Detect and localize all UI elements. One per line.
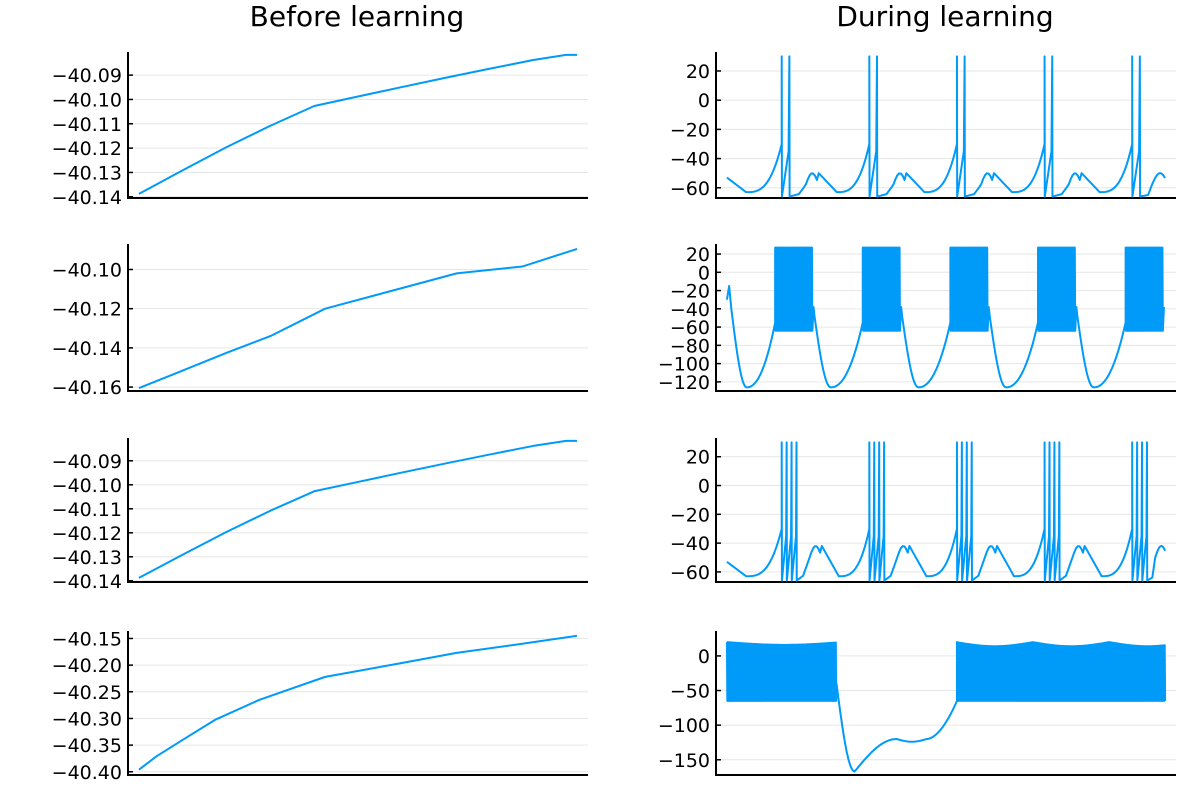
y-tick-label: −40.10 <box>52 475 122 497</box>
y-tick-label: −40.13 <box>52 547 122 569</box>
y-tick-label: −20 <box>670 119 710 141</box>
y-tick-label: −80 <box>670 335 710 357</box>
y-tick-label: 0 <box>698 262 710 284</box>
panel-before-2: −40.10 −40.12 −40.14 −40.16 <box>52 244 588 399</box>
y-tick-label: −40.25 <box>52 682 122 704</box>
y-tick-label: −40.14 <box>52 338 122 360</box>
series-line <box>138 634 578 771</box>
y-tick-label: −40.15 <box>52 628 122 650</box>
y-tick-label: −40.30 <box>52 708 122 730</box>
y-tick-label: −40.12 <box>52 138 122 160</box>
series-line <box>726 55 1166 198</box>
y-tick-label: 20 <box>686 244 710 266</box>
column-title-before: Before learning <box>250 0 465 33</box>
series-line <box>138 53 578 195</box>
y-tick-label: −40.14 <box>52 571 122 593</box>
y-tick-label: −40 <box>670 533 710 555</box>
y-tick-label: −40.16 <box>52 377 122 399</box>
y-tick-label: 0 <box>698 646 710 668</box>
y-tick-label: −40.12 <box>52 299 122 321</box>
y-tick-label: −40.10 <box>52 259 122 281</box>
y-tick-label: −150 <box>658 750 710 772</box>
y-tick-label: −120 <box>658 372 710 394</box>
panel-before-3: −40.09−40.10−40.11−40.12−40.13−40.14 <box>52 438 588 593</box>
panel-during-3: 20 0 −20 −40 −60 <box>670 438 1176 584</box>
y-tick-label: 0 <box>698 90 710 112</box>
panel-before-4: −40.15 −40.20 −40.25 −40.30 −40.35 −40.40 <box>52 628 588 784</box>
y-tick-label: 20 <box>686 61 710 83</box>
series-line <box>725 641 1167 773</box>
series-line <box>138 247 578 389</box>
y-tick-label: −40.10 <box>52 89 122 111</box>
y-tick-label: −40 <box>670 149 710 171</box>
y-tick-label: −40 <box>670 299 710 321</box>
column-title-during: During learning <box>836 0 1053 33</box>
series-line <box>138 439 578 579</box>
y-tick-label: −40.35 <box>52 735 122 757</box>
y-tick-label: 20 <box>686 447 710 469</box>
y-tick-label: −100 <box>658 715 710 737</box>
y-tick-label: −20 <box>670 504 710 526</box>
series-line <box>725 246 1165 389</box>
panel-during-4: 0 −50 −100 −150 <box>658 631 1176 776</box>
y-tick-label: −100 <box>658 354 710 376</box>
series-line <box>726 441 1166 582</box>
y-tick-label: −40.11 <box>52 499 122 521</box>
panel-during-1: 20 0 −20 −40 −60 <box>670 52 1176 200</box>
y-tick-label: −40.12 <box>52 523 122 545</box>
panel-before-1: −40.09−40.10 −40.11−40.12−40.13 −40.14 <box>52 52 588 209</box>
y-tick-label: −60 <box>670 317 710 339</box>
y-tick-label: −40.09 <box>52 65 122 87</box>
y-tick-label: −50 <box>670 681 710 703</box>
y-tick-label: −40.40 <box>52 762 122 784</box>
y-tick-label: 0 <box>698 476 710 498</box>
y-tick-label: −40.20 <box>52 655 122 677</box>
y-tick-label: −40.11 <box>52 114 122 136</box>
y-tick-label: −40.09 <box>52 451 122 473</box>
y-tick-label: −20 <box>670 281 710 303</box>
y-tick-label: −40.14 <box>52 187 122 209</box>
y-tick-label: −60 <box>670 562 710 584</box>
panel-during-2: 200−20−40−60−80−100−120 <box>658 244 1176 394</box>
y-tick-label: −40.13 <box>52 162 122 184</box>
y-tick-label: −60 <box>670 178 710 200</box>
